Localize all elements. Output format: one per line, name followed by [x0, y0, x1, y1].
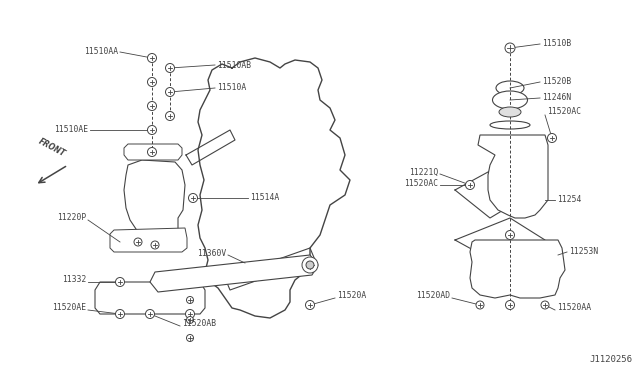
- Text: 11246N: 11246N: [542, 93, 572, 103]
- Text: 11520AB: 11520AB: [182, 320, 216, 328]
- Text: J1120256: J1120256: [589, 355, 632, 364]
- Circle shape: [147, 77, 157, 87]
- Circle shape: [547, 134, 557, 142]
- Circle shape: [147, 54, 157, 62]
- Circle shape: [166, 112, 175, 121]
- Text: 11510AB: 11510AB: [217, 61, 251, 70]
- Text: 11220P: 11220P: [57, 214, 86, 222]
- Circle shape: [506, 231, 515, 240]
- Text: 11360V: 11360V: [196, 248, 226, 257]
- Circle shape: [115, 278, 125, 286]
- Circle shape: [186, 334, 193, 341]
- Polygon shape: [110, 228, 187, 252]
- Text: 11510AE: 11510AE: [54, 125, 88, 135]
- Circle shape: [506, 301, 515, 310]
- Circle shape: [189, 193, 198, 202]
- Circle shape: [541, 301, 549, 309]
- Circle shape: [186, 296, 193, 304]
- Circle shape: [465, 180, 474, 189]
- Text: 11332: 11332: [61, 276, 86, 285]
- Circle shape: [151, 241, 159, 249]
- Circle shape: [186, 317, 193, 324]
- Circle shape: [134, 238, 142, 246]
- Text: 11520AC: 11520AC: [404, 179, 438, 187]
- Circle shape: [166, 64, 175, 73]
- Ellipse shape: [490, 121, 530, 129]
- Text: 11221Q: 11221Q: [409, 167, 438, 176]
- Text: 11520B: 11520B: [542, 77, 572, 87]
- Polygon shape: [150, 255, 318, 292]
- Polygon shape: [124, 160, 185, 242]
- Text: 11510B: 11510B: [542, 39, 572, 48]
- Circle shape: [476, 301, 484, 309]
- Circle shape: [147, 148, 157, 157]
- Text: 11514A: 11514A: [250, 193, 279, 202]
- Text: 11510AA: 11510AA: [84, 48, 118, 57]
- Polygon shape: [478, 135, 548, 218]
- Text: 11510A: 11510A: [217, 83, 246, 93]
- Circle shape: [306, 261, 314, 269]
- Text: 11254: 11254: [557, 196, 581, 205]
- Circle shape: [115, 310, 125, 318]
- Polygon shape: [124, 144, 182, 160]
- Circle shape: [505, 43, 515, 53]
- Circle shape: [166, 87, 175, 96]
- Circle shape: [147, 102, 157, 110]
- Text: 11520AA: 11520AA: [557, 304, 591, 312]
- Circle shape: [305, 301, 314, 310]
- Ellipse shape: [493, 91, 527, 109]
- Text: 11520AE: 11520AE: [52, 304, 86, 312]
- Circle shape: [186, 310, 195, 318]
- Ellipse shape: [496, 81, 524, 95]
- Circle shape: [145, 310, 154, 318]
- Text: 11253N: 11253N: [569, 247, 598, 257]
- Text: FRONT: FRONT: [37, 136, 67, 158]
- Text: 11520A: 11520A: [337, 292, 366, 301]
- Circle shape: [147, 125, 157, 135]
- Circle shape: [302, 257, 318, 273]
- Polygon shape: [95, 282, 205, 314]
- Text: 11520AC: 11520AC: [547, 108, 581, 116]
- Ellipse shape: [499, 107, 521, 117]
- Polygon shape: [470, 240, 565, 298]
- Text: 11520AD: 11520AD: [416, 292, 450, 301]
